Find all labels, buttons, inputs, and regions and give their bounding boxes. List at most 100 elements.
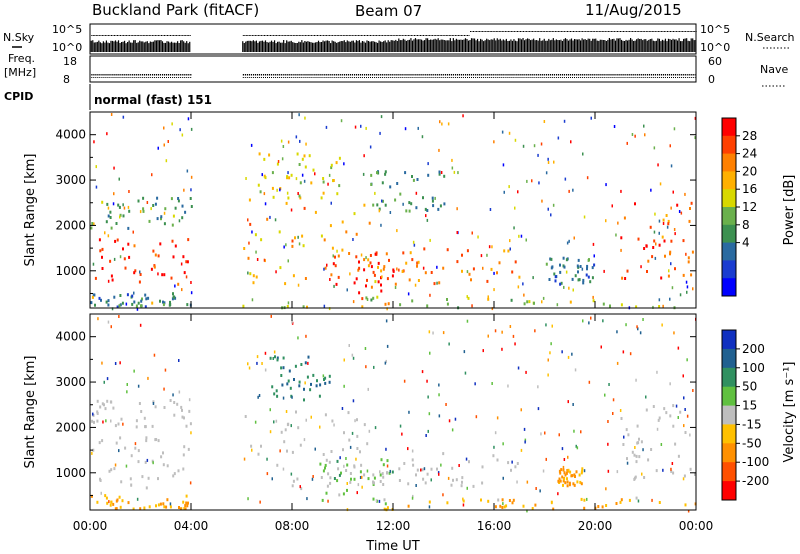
nsearch-dot (132, 35, 134, 36)
freq-point (465, 74, 467, 76)
heatmap-cell (376, 295, 379, 299)
heatmap-cell (148, 219, 151, 223)
nsearch-dot (680, 31, 682, 32)
heatmap-speckle (653, 146, 656, 150)
nave-point (521, 77, 523, 78)
nave-point (281, 77, 283, 78)
heatmap-speckle (113, 192, 115, 196)
nsearch-dot (447, 35, 449, 36)
heatmap-cell (127, 226, 130, 230)
heatmap-cell (298, 194, 301, 198)
nsearch-dot (441, 35, 443, 36)
heatmap-speckle (122, 203, 124, 207)
heatmap-speckle (275, 419, 278, 423)
nave-point (543, 77, 545, 78)
nsearch-dot (138, 35, 140, 36)
nave-point (386, 77, 388, 78)
freq-point (517, 74, 519, 76)
nave-point (392, 77, 394, 78)
heatmap-speckle (456, 207, 458, 211)
x-axis-label: Time UT (365, 539, 419, 554)
freq-point (297, 74, 299, 76)
heatmap-speckle (352, 238, 354, 241)
heatmap-speckle (364, 347, 367, 350)
heatmap-speckle (436, 281, 438, 285)
freq-point (153, 74, 156, 76)
freq-point (602, 74, 604, 76)
heatmap-speckle (425, 434, 427, 437)
freq-point (614, 74, 616, 76)
colorbar-swatch (722, 481, 736, 501)
nsearch-dot (173, 35, 175, 36)
beam-title: Beam 07 (355, 2, 422, 20)
nsearch-dot (641, 31, 643, 32)
nave-point (477, 77, 479, 78)
heatmap-speckle (563, 458, 566, 461)
nsearch-dot (601, 31, 603, 32)
heatmap-cell (652, 246, 655, 249)
nave-label: Nave (760, 63, 788, 76)
heatmap-cell (288, 176, 291, 180)
heatmap-speckle (631, 133, 634, 136)
heatmap-speckle (352, 300, 355, 304)
heatmap-speckle (612, 412, 614, 415)
heatmap-cell (438, 170, 441, 174)
heatmap-speckle (282, 145, 285, 148)
freq-point (408, 74, 410, 76)
nave-point (545, 77, 547, 78)
heatmap-cell (384, 203, 387, 207)
nsearch-dot (300, 35, 302, 36)
heatmap-speckle (319, 425, 321, 429)
freq-point (588, 74, 590, 76)
freq-point (590, 74, 592, 76)
heatmap-cell (647, 458, 650, 462)
nsearch-dot (548, 31, 550, 32)
heatmap-cell (119, 294, 122, 297)
heatmap-speckle (685, 280, 688, 284)
freq-point (600, 74, 602, 76)
heatmap-speckle (425, 214, 427, 218)
freq-point (147, 74, 149, 76)
heatmap-speckle (625, 323, 627, 327)
nave-point (246, 77, 248, 78)
heatmap-cell (455, 478, 458, 482)
heatmap-cell (308, 154, 311, 158)
nsearch-dot (592, 31, 594, 32)
heatmap-speckle (126, 383, 128, 386)
y-tick-label: 2000 (55, 218, 86, 232)
nsearch-dot (251, 35, 253, 36)
nsearch-dot (479, 31, 481, 32)
freq-point (93, 74, 95, 76)
freq-point (450, 74, 452, 76)
heatmap-cell (361, 297, 364, 301)
nsearch-dot (462, 35, 464, 36)
heatmap-speckle (381, 199, 383, 203)
heatmap-cell (250, 444, 253, 448)
freq-point (394, 74, 396, 76)
heatmap-speckle (327, 182, 329, 186)
nave-point (523, 77, 525, 78)
heatmap-cell (160, 217, 162, 221)
heatmap-speckle (572, 188, 574, 192)
nsearch-dot (648, 31, 650, 32)
heatmap-cell (182, 467, 185, 471)
heatmap-cell (633, 453, 636, 457)
nave-point (254, 77, 256, 78)
heatmap-speckle (583, 215, 586, 219)
nsearch-dot (270, 35, 271, 36)
heatmap-cell (669, 414, 672, 418)
heatmap-cell (140, 299, 143, 303)
freq-point (317, 74, 319, 76)
nsearch-dot (471, 31, 473, 32)
heatmap-cell (367, 258, 370, 262)
freq-point (125, 74, 127, 76)
freq-point (644, 74, 646, 76)
heatmap-cell (577, 258, 580, 262)
freq-point (497, 74, 499, 76)
heatmap-cell (101, 255, 103, 259)
heatmap-speckle (380, 223, 382, 227)
freq-point (384, 74, 386, 76)
freq-point (578, 74, 580, 76)
heatmap-speckle (451, 166, 454, 170)
heatmap-cell (456, 260, 459, 264)
